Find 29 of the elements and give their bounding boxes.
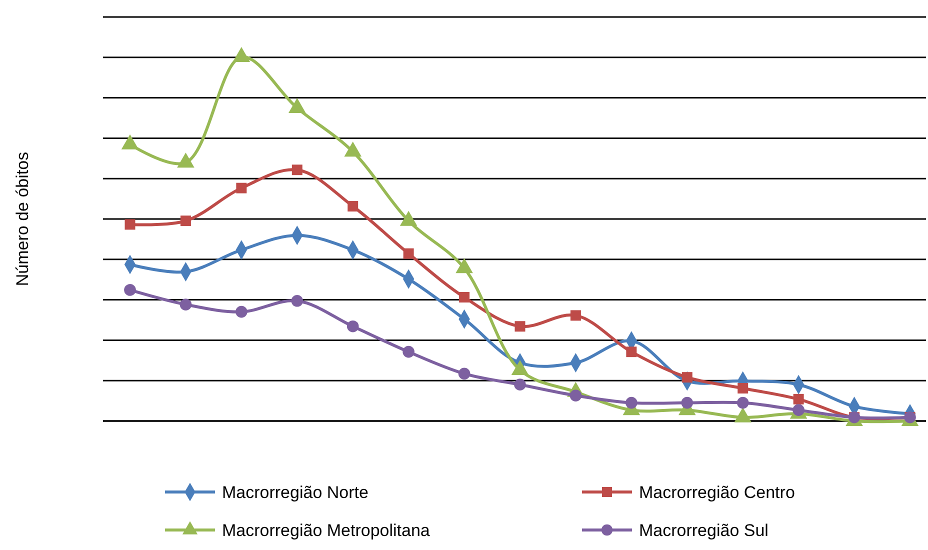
point (514, 378, 526, 391)
point (180, 216, 191, 226)
legend-label: Macrorregião Sul (639, 521, 768, 540)
point (346, 320, 359, 332)
point (236, 306, 248, 318)
point (570, 310, 581, 321)
point (236, 182, 247, 194)
point (681, 396, 694, 409)
point (514, 321, 526, 332)
point (459, 292, 470, 302)
y-axis-title: Número de óbitos (13, 152, 32, 286)
point (292, 164, 302, 176)
point (403, 248, 414, 259)
legend-label: Macrorregião Centro (639, 483, 795, 502)
point (570, 390, 582, 402)
point (348, 201, 358, 212)
point (736, 396, 749, 409)
point (180, 298, 192, 310)
point (738, 383, 748, 394)
point (793, 394, 804, 404)
point (124, 219, 136, 230)
legend-label: Macrorregião Metropolitana (222, 521, 430, 540)
point (291, 294, 304, 307)
point (124, 284, 136, 296)
point (626, 346, 637, 358)
legend-label: Macrorregião Norte (222, 483, 368, 502)
point (458, 368, 470, 380)
point (626, 396, 638, 409)
point (402, 346, 414, 358)
